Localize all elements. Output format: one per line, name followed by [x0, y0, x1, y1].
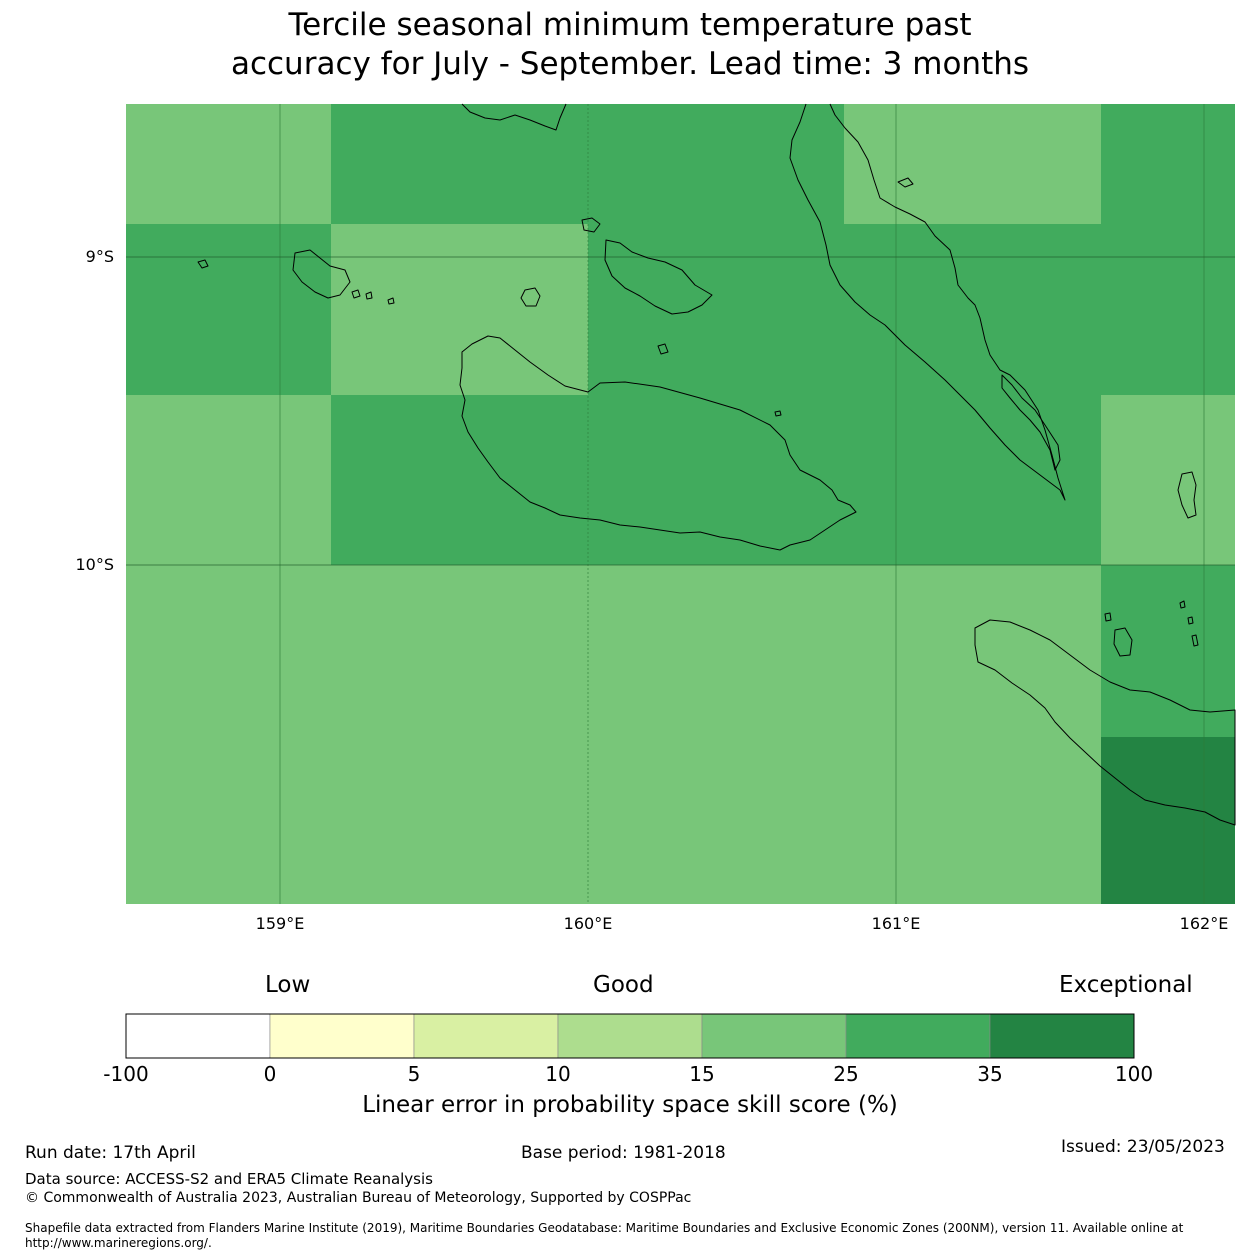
grid-cell	[331, 395, 1101, 565]
grid-cell	[126, 224, 331, 395]
coastline-islet-b	[351, 289, 361, 299]
colorbar-tick-label: 35	[977, 1062, 1003, 1086]
colorbar-bin	[557, 1013, 703, 1059]
colorbar-bin	[701, 1013, 847, 1059]
chart-title: Tercile seasonal minimum temperature pas…	[0, 6, 1260, 84]
coastline-makira	[974, 619, 1236, 826]
skill-score-map: 9°S 10°S 159°E 160°E 161°E 162°E	[75, 103, 1236, 933]
lat-tick-label: 10°S	[75, 555, 114, 574]
coastline-small-islet	[581, 217, 601, 233]
coastline-guadalcanal	[459, 335, 857, 551]
coastline-islet-c	[365, 291, 373, 300]
coastline-islet-a	[387, 297, 395, 305]
coastline-islet-g	[1191, 634, 1199, 647]
run-date: Run date: 17th April	[25, 1143, 196, 1163]
colorbar-tick-label: 15	[689, 1062, 715, 1086]
grid-cell	[844, 104, 1101, 224]
colorbar-tick-label: -100	[103, 1062, 149, 1086]
coastline-islet-f	[1187, 616, 1194, 625]
legend-low-label: Low	[265, 972, 311, 998]
coastline-malaita	[789, 103, 1066, 501]
shapefile-credit: Shapefile data extracted from Flanders M…	[25, 1221, 1184, 1250]
chart-title-line-2: accuracy for July - September. Lead time…	[230, 46, 1030, 82]
lat-tick-label: 9°S	[86, 247, 114, 266]
coastline-florida-islands	[604, 239, 713, 315]
coastline-ulawa	[1177, 471, 1197, 519]
coastline-islet-e	[1179, 600, 1186, 609]
colorbar-label: Linear error in probability space skill …	[362, 1092, 898, 1118]
colorbar-tick-label: 0	[263, 1062, 277, 1086]
chart-title-line-1: Tercile seasonal minimum temperature pas…	[288, 7, 972, 43]
colorbar-bin	[989, 1013, 1135, 1059]
coastline-russell-islands	[292, 249, 351, 299]
grid-cell	[1101, 395, 1235, 565]
coastline-islet-i	[657, 343, 669, 355]
grid-cell	[1101, 737, 1235, 904]
lon-tick-label: 162°E	[1180, 914, 1229, 933]
coastline-islet-d	[1104, 612, 1112, 622]
colorbar-tick-label: 5	[407, 1062, 421, 1086]
colorbar-bin	[125, 1013, 271, 1059]
lon-tick-label: 159°E	[256, 914, 305, 933]
coastline-small-malaita	[1001, 374, 1061, 471]
issued-date: Issued: 23/05/2023	[1061, 1137, 1225, 1157]
coastlines	[197, 103, 1236, 826]
coastline-santa-isabel	[461, 103, 567, 131]
colorbar-tick-label: 25	[833, 1062, 859, 1086]
grid-cell	[1101, 104, 1235, 224]
grid-cell	[588, 224, 1235, 395]
legend-good-label: Good	[593, 972, 654, 998]
skill-grid	[126, 104, 1235, 904]
colorbar-tick-label: 10	[545, 1062, 571, 1086]
grid-cell	[331, 104, 844, 224]
colorbar-frame	[125, 1013, 1135, 1059]
coastline-islet-west	[197, 259, 209, 269]
coastline-islet-h	[897, 177, 914, 188]
graticule	[126, 104, 1235, 904]
data-source: Data source: ACCESS-S2 and ERA5 Climate …	[25, 1170, 433, 1188]
colorbar-bin	[269, 1013, 415, 1059]
grid-cell	[126, 565, 1101, 904]
grid-cell	[126, 104, 331, 224]
grid-cell	[126, 395, 331, 565]
colorbar-bin	[413, 1013, 559, 1059]
copyright: © Commonwealth of Australia 2023, Austra…	[25, 1190, 692, 1206]
grid-cell	[331, 224, 588, 395]
lon-tick-label: 161°E	[872, 914, 921, 933]
coastline-savo	[520, 287, 541, 307]
coastline-islet-j	[774, 410, 782, 417]
lon-tick-label: 160°E	[564, 914, 613, 933]
coastline-ugi	[1113, 627, 1133, 657]
colorbar	[125, 1013, 1135, 1059]
colorbar-tick-label: 100	[1114, 1062, 1154, 1086]
base-period: Base period: 1981-2018	[521, 1143, 726, 1163]
colorbar-bin	[845, 1013, 991, 1059]
legend-exceptional-label: Exceptional	[1059, 972, 1193, 998]
grid-cell	[1101, 565, 1235, 737]
